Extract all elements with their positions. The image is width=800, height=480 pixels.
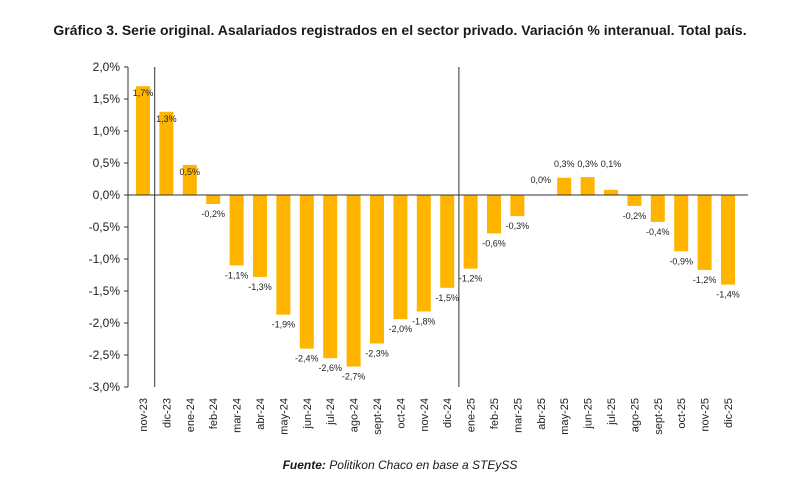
bar	[650, 195, 665, 222]
bar	[674, 195, 689, 252]
bar	[159, 111, 174, 195]
bar	[370, 195, 384, 344]
data-label: -2,3%	[365, 348, 389, 358]
bar	[721, 195, 735, 285]
x-tick-label: jul-25	[606, 398, 618, 426]
data-label: 0,3%	[577, 159, 598, 169]
data-label: -0,2%	[623, 211, 647, 221]
data-label: -1,8%	[412, 316, 436, 326]
bar	[440, 195, 455, 288]
x-tick-label: feb-25	[489, 398, 501, 429]
y-tick-label: -3,0%	[89, 380, 121, 394]
data-label: -1,4%	[716, 290, 740, 300]
bar	[416, 195, 431, 312]
x-tick-label: nov-24	[419, 398, 431, 432]
x-tick-label: jul-24	[325, 398, 337, 426]
x-tick-label: may-25	[559, 398, 571, 435]
bar	[136, 86, 150, 195]
x-tick-label: dic-23	[161, 398, 173, 428]
data-label: 1,7%	[133, 88, 154, 98]
bar	[580, 177, 595, 195]
bar	[510, 195, 525, 217]
x-tick-label: oct-25	[676, 398, 688, 429]
x-tick-label: dic-24	[442, 398, 454, 428]
y-tick-label: -0,5%	[89, 220, 121, 234]
bar	[604, 189, 618, 195]
y-tick-label: 2,0%	[93, 60, 121, 74]
data-label: -0,3%	[506, 221, 530, 231]
y-tick-label: -1,5%	[89, 284, 121, 298]
data-label: -0,4%	[646, 227, 670, 237]
x-tick-label: feb-24	[208, 398, 220, 429]
x-tick-label: ene-24	[185, 398, 197, 432]
y-tick-label: -2,5%	[89, 348, 121, 362]
bar	[229, 195, 244, 266]
x-tick-label: oct-24	[395, 398, 407, 429]
data-label: -0,6%	[482, 238, 506, 248]
x-tick-label: sept-24	[372, 398, 384, 435]
data-label: -1,3%	[248, 282, 272, 292]
x-tick-label: mar-24	[232, 398, 244, 433]
x-tick-label: abr-24	[255, 398, 267, 430]
bar	[299, 195, 314, 349]
data-label: -1,2%	[693, 275, 717, 285]
bar	[253, 195, 267, 277]
data-label: -2,6%	[318, 363, 342, 373]
x-tick-label: nov-23	[138, 398, 150, 432]
x-tick-label: ago-24	[349, 398, 361, 432]
bar	[346, 195, 361, 367]
data-label: -0,9%	[669, 256, 693, 266]
data-label: -2,4%	[295, 354, 319, 364]
source-note: Fuente: Politikon Chaco en base a STEySS	[0, 458, 800, 472]
x-tick-label: sept-25	[653, 398, 665, 435]
bar	[393, 195, 408, 320]
bar	[206, 195, 221, 204]
data-label: -1,2%	[459, 274, 483, 284]
source-text: Politikon Chaco en base a STEySS	[329, 458, 518, 472]
bar	[182, 164, 197, 195]
bar	[323, 195, 338, 359]
data-label: -2,0%	[389, 324, 413, 334]
data-label: -1,9%	[272, 320, 296, 330]
x-tick-label: mar-25	[512, 398, 524, 433]
data-label: 0,0%	[531, 175, 552, 185]
bar	[627, 195, 642, 206]
x-tick-label: jun-24	[302, 398, 314, 430]
x-tick-label: dic-25	[723, 398, 735, 428]
data-label: 0,5%	[180, 167, 201, 177]
y-tick-label: -2,0%	[89, 316, 121, 330]
x-tick-label: nov-25	[700, 398, 712, 432]
bar	[487, 195, 501, 234]
chart-title: Gráfico 3. Serie original. Asalariados r…	[53, 22, 747, 38]
y-tick-label: 1,0%	[93, 124, 121, 138]
bar-chart: 2,0% 1,5% 1,0% 0,5% 0,0% -0,5% -1,0% -1,5% -2,0%…	[89, 60, 748, 435]
x-tick-label: ene-25	[466, 398, 478, 432]
x-tick-label: may-24	[278, 398, 290, 435]
y-tick-label: 0,5%	[93, 156, 121, 170]
bar	[697, 195, 712, 270]
data-label: -1,1%	[225, 270, 249, 280]
y-tick-label: 1,5%	[93, 92, 121, 106]
y-tick-label: 0,0%	[93, 188, 121, 202]
bar	[463, 195, 478, 269]
x-tick-label: ago-25	[629, 398, 641, 432]
data-label: 0,1%	[601, 159, 622, 169]
source-prefix: Fuente:	[282, 458, 326, 472]
y-tick-label: -1,0%	[89, 252, 121, 266]
bar	[557, 177, 572, 195]
data-label: -0,2%	[201, 209, 225, 219]
x-tick-label: abr-25	[536, 398, 548, 430]
data-label: -2,7%	[342, 372, 366, 382]
x-tick-label: jun-25	[583, 398, 595, 430]
data-label: -1,5%	[435, 293, 459, 303]
data-label: 0,3%	[554, 159, 575, 169]
bar	[276, 195, 291, 315]
data-label: 1,3%	[156, 114, 177, 124]
